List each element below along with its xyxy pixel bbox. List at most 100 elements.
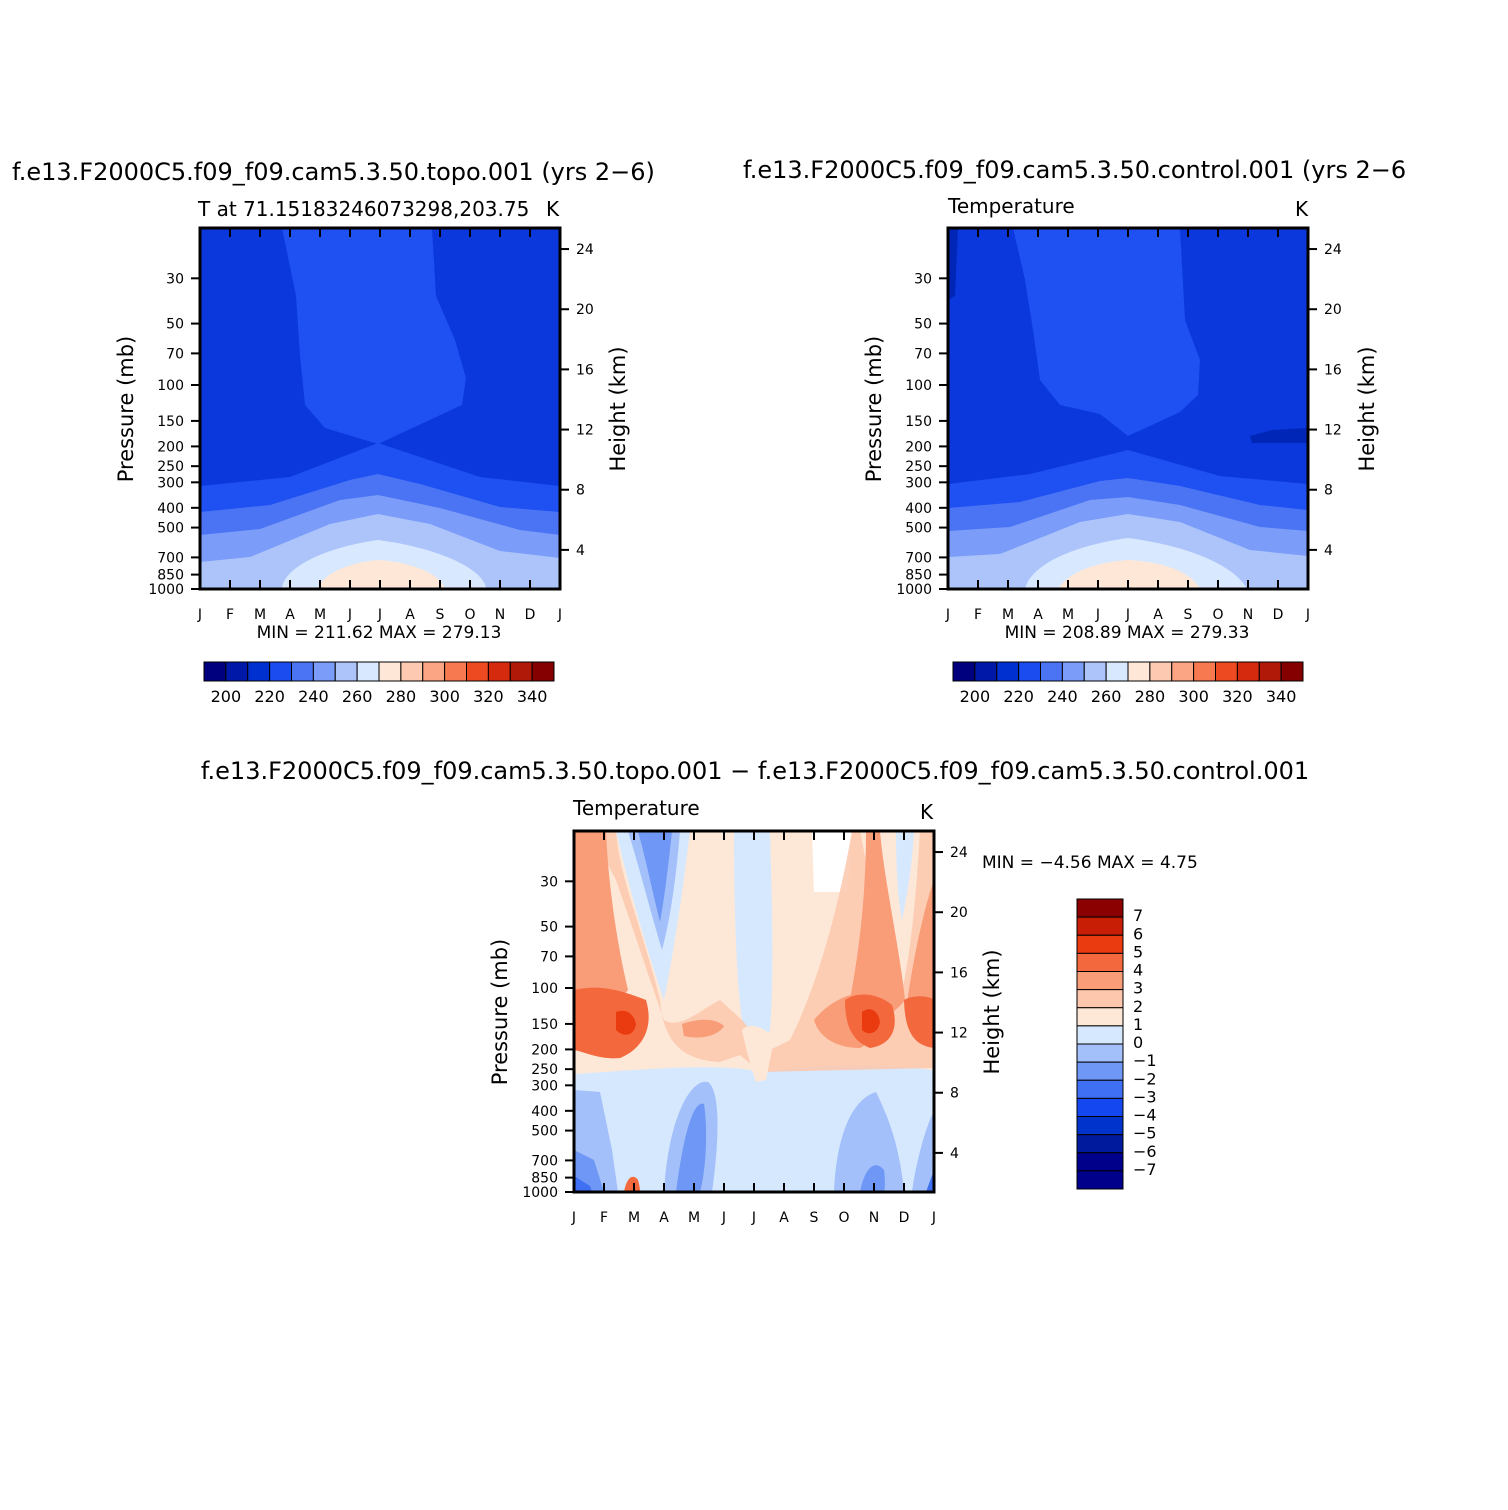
panel-difference-subtitle: Temperature [572, 796, 700, 820]
colorbar-label: 3 [1133, 979, 1143, 998]
colorbar-label: −5 [1133, 1124, 1157, 1143]
colorbar-swatch [1083, 661, 1107, 682]
colorbar-label: 200 [960, 687, 991, 706]
y-right-tick-label: 16 [576, 362, 594, 378]
y-right-tick-label: 20 [576, 302, 594, 318]
y-tick-label: 300 [531, 1078, 558, 1094]
panel-control-ylabel: Pressure (mb) [862, 336, 886, 483]
y-tick-label: 1000 [148, 582, 184, 598]
y-tick-label: 500 [905, 521, 932, 537]
colorbar-label: 200 [211, 687, 242, 706]
colorbar-swatch [400, 661, 424, 682]
x-tick-label: N [1243, 607, 1253, 623]
y-right-tick-label: 24 [576, 242, 594, 258]
colorbar-label: 340 [517, 687, 548, 706]
colorbar-swatch [974, 661, 998, 682]
x-tick-label: J [945, 607, 950, 623]
panel-control-stats: MIN = 208.89 MAX = 279.33 [1005, 623, 1250, 643]
y-tick-label: 150 [531, 1017, 558, 1033]
colorbar-swatch [1076, 1043, 1124, 1063]
x-tick-label: J [197, 607, 202, 623]
y-tick-label: 30 [166, 271, 184, 287]
x-tick-label: F [600, 1210, 608, 1226]
colorbar-swatch [1061, 661, 1085, 682]
colorbar-swatch [203, 661, 227, 682]
x-tick-label: S [1184, 607, 1193, 623]
colorbar-swatch [269, 661, 292, 682]
panel-difference-stats: MIN = −4.56 MAX = 4.75 [982, 853, 1198, 873]
colorbar-label: −1 [1133, 1051, 1157, 1070]
colorbar-swatch [1280, 661, 1304, 682]
colorbar-swatch [1076, 971, 1124, 991]
y-tick-label: 300 [157, 475, 184, 491]
y-right-tick-label: 16 [1324, 362, 1342, 378]
panel-difference-contours [574, 831, 934, 1192]
colorbar-label: 280 [1135, 687, 1166, 706]
panel-control-title: f.e13.F2000C5.f09_f09.cam5.3.50.control.… [743, 156, 1406, 184]
colorbar-label: 220 [1003, 687, 1034, 706]
y-tick-label: 200 [157, 439, 184, 455]
x-tick-label: J [347, 607, 352, 623]
colorbar-label: 320 [473, 687, 504, 706]
colorbar-swatch [444, 661, 467, 682]
x-tick-label: M [254, 607, 266, 623]
panel-topo-contours [200, 228, 560, 589]
colorbar-swatch [1076, 1170, 1124, 1190]
y-right-tick-label: 4 [950, 1146, 959, 1162]
y-tick-label: 100 [531, 981, 558, 997]
x-tick-label: F [226, 607, 234, 623]
panel-topo-colorbar: 200 220 240 260 280 300 320 340 [203, 661, 555, 706]
colorbar-swatch [1193, 661, 1216, 682]
panel-topo-units: K [546, 197, 560, 221]
x-tick-label: J [721, 1210, 726, 1226]
y-tick-label: 100 [905, 378, 932, 394]
y-tick-label: 1000 [522, 1185, 558, 1201]
y-tick-label: 70 [540, 949, 558, 965]
x-tick-label: J [751, 1210, 756, 1226]
x-tick-label: M [628, 1210, 640, 1226]
y-tick-label: 400 [157, 501, 184, 517]
colorbar-swatch [996, 661, 1020, 682]
panel-difference-title: f.e13.F2000C5.f09_f09.cam5.3.50.topo.001… [201, 757, 1309, 785]
y-tick-label: 700 [905, 550, 932, 566]
y-tick-label: 500 [157, 521, 184, 537]
colorbar-swatch [1076, 934, 1124, 954]
y-right-tick-label: 24 [950, 845, 968, 861]
x-tick-label: J [931, 1210, 936, 1226]
y-tick-label: 850 [157, 568, 184, 584]
colorbar-swatch [312, 661, 336, 682]
y-tick-label: 700 [157, 550, 184, 566]
colorbar-label: −3 [1133, 1087, 1157, 1106]
colorbar-swatch [509, 661, 533, 682]
panel-topo-ylabel: Pressure (mb) [114, 336, 138, 483]
panel-topo-stats: MIN = 211.62 MAX = 279.13 [257, 623, 502, 643]
y-tick-label: 850 [905, 568, 932, 584]
x-tick-label: F [974, 607, 982, 623]
panel-difference-units: K [920, 800, 934, 824]
colorbar-label: 2 [1133, 997, 1143, 1016]
y-tick-label: 850 [531, 1171, 558, 1187]
panel-topo-subtitle: T at 71.15183246073298,203.75 [197, 197, 529, 221]
y-right-tick-label: 4 [1324, 543, 1333, 559]
y-right-tick-label: 8 [576, 483, 585, 499]
colorbar-label: 260 [1091, 687, 1122, 706]
x-tick-label: S [436, 607, 445, 623]
colorbar-swatch [1076, 1097, 1124, 1117]
y-tick-label: 50 [540, 920, 558, 936]
colorbar-swatch [1105, 661, 1129, 682]
y-tick-label: 700 [531, 1153, 558, 1169]
panel-topo: f.e13.F2000C5.f09_f09.cam5.3.50.topo.001… [12, 158, 655, 706]
x-tick-label: M [314, 607, 326, 623]
colorbar-swatch [1076, 1134, 1124, 1154]
colorbar-label: 280 [386, 687, 417, 706]
x-tick-label: O [1212, 607, 1223, 623]
colorbar-label: 7 [1133, 906, 1143, 925]
colorbar-swatch [1127, 661, 1151, 682]
colorbar-swatch [1171, 661, 1195, 682]
y-tick-label: 50 [166, 317, 184, 333]
y-tick-label: 250 [531, 1062, 558, 1078]
panel-difference-ylabel-right: Height (km) [980, 949, 1004, 1074]
y-tick-label: 400 [905, 501, 932, 517]
